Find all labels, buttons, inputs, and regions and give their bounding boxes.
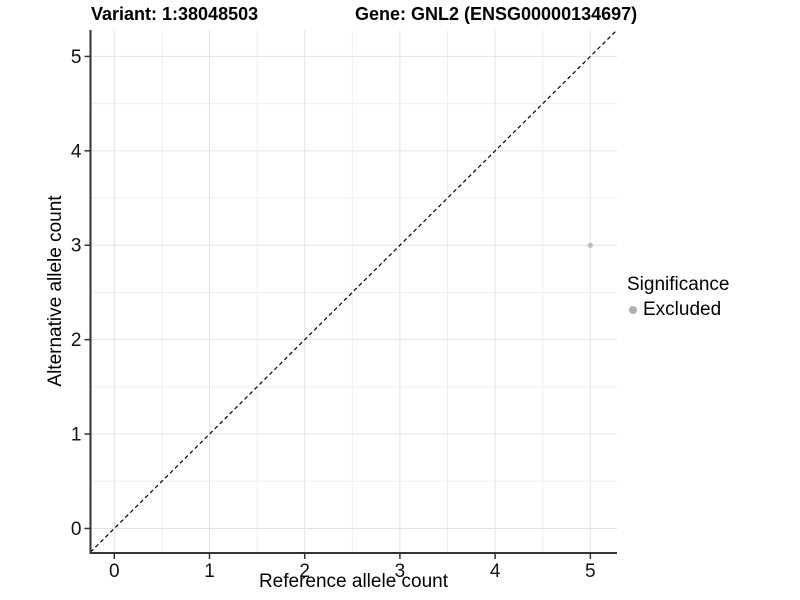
legend: Significance Excluded [627, 274, 729, 321]
legend-item-excluded: Excluded [627, 299, 729, 321]
legend-item-label: Excluded [643, 299, 722, 320]
y-axis-title: Alternative allele count [45, 195, 66, 387]
y-tick-label: 5 [71, 47, 82, 68]
identity-dashed-line [90, 29, 618, 553]
x-tick-label: 4 [490, 561, 501, 582]
y-tick-label: 1 [71, 425, 82, 446]
x-tick-label: 3 [395, 561, 406, 582]
x-tick-label: 1 [204, 561, 215, 582]
y-tick-label: 0 [71, 519, 82, 540]
legend-title: Significance [627, 274, 730, 295]
y-tick-label: 4 [71, 141, 82, 162]
y-tick-label: 3 [71, 236, 82, 257]
plot-title-gene: Gene: GNL2 (ENSG00000134697) [355, 4, 638, 24]
data-point [587, 242, 593, 248]
x-tick-label: 2 [299, 561, 310, 582]
y-tick-label: 2 [71, 330, 82, 351]
x-tick-label: 5 [585, 561, 596, 582]
x-axis-title: Reference allele count [258, 571, 449, 592]
plot-title-variant: Variant: 1:38048503 [91, 4, 259, 24]
legend-point-icon [629, 306, 637, 314]
x-tick-label: 0 [109, 561, 120, 582]
